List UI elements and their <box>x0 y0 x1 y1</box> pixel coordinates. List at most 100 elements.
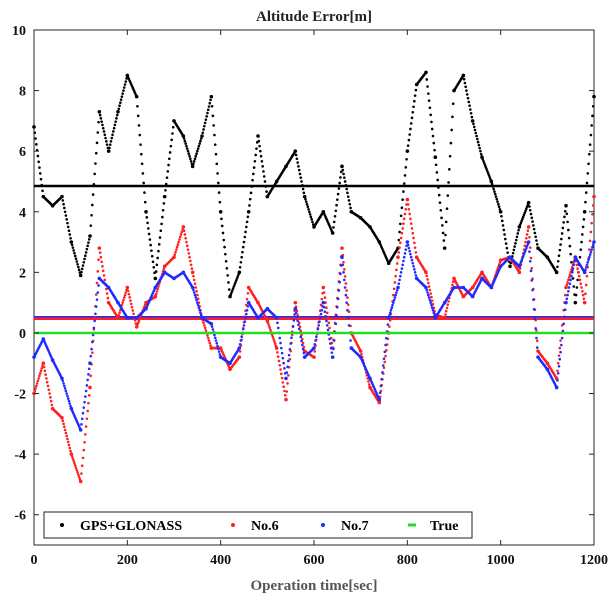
data-point-trail <box>171 125 175 129</box>
data-point-trail <box>306 205 310 209</box>
data-point-trail <box>245 225 248 229</box>
data-point-trail <box>68 446 72 450</box>
data-point-trail <box>73 461 76 465</box>
data-point-trail <box>202 321 205 325</box>
data-point-trail <box>158 236 162 239</box>
data-point-trail <box>186 248 190 251</box>
data-point <box>377 400 382 405</box>
data-point-trail <box>339 170 343 174</box>
data-point-trail <box>295 315 299 319</box>
data-point-trail <box>524 240 527 244</box>
data-point-trail <box>349 206 352 210</box>
data-point-trail <box>346 316 350 320</box>
data-point-trail <box>409 217 412 221</box>
data-point-trail <box>392 293 395 297</box>
data-point-trail <box>302 345 306 349</box>
data-point <box>592 240 596 244</box>
data-point-trail <box>556 361 560 365</box>
data-point-trail <box>291 324 295 328</box>
data-point-trail <box>560 343 563 347</box>
data-point-trail <box>70 455 74 458</box>
data-point-trail <box>67 229 71 232</box>
data-point-trail <box>523 244 527 248</box>
data-point-trail <box>576 267 579 270</box>
data-point-trail <box>560 232 564 235</box>
data-point-trail <box>590 124 593 127</box>
data-point-trail <box>192 291 196 294</box>
data-point-trail <box>49 396 52 399</box>
data-point-trail <box>567 236 571 240</box>
data-point-trail <box>61 419 65 423</box>
data-point-trail <box>38 372 42 375</box>
data-point-trail <box>84 389 88 393</box>
data-point-trail <box>523 250 527 254</box>
data-point-trail <box>462 77 466 81</box>
data-point-trail <box>384 343 387 347</box>
data-point-trail <box>431 134 435 138</box>
data-point-trail <box>199 313 203 317</box>
data-point <box>461 73 466 78</box>
data-point-trail <box>504 237 507 241</box>
data-point-trail <box>204 329 208 332</box>
data-point-trail <box>578 255 582 259</box>
data-point-trail <box>95 141 99 145</box>
data-point-trail <box>106 296 110 300</box>
data-point-trail <box>297 317 300 321</box>
data-point-trail <box>67 443 71 447</box>
data-point-trail <box>99 117 103 120</box>
data-point-trail <box>66 437 69 441</box>
data-point-trail <box>89 374 93 378</box>
data-point-trail <box>273 342 277 345</box>
data-point-trail <box>189 263 193 267</box>
data-point-trail <box>293 313 296 316</box>
data-point-trail <box>97 284 100 287</box>
data-point-trail <box>427 281 430 285</box>
data-point-trail <box>96 131 100 134</box>
data-point-trail <box>343 286 347 289</box>
data-point-trail <box>525 207 528 211</box>
data-point-trail <box>444 309 448 313</box>
y-tick-label: 0 <box>19 327 26 342</box>
x-tick-label: 400 <box>210 553 231 568</box>
data-point-trail <box>467 100 471 104</box>
y-tick-label: 10 <box>12 24 26 39</box>
data-point <box>592 194 596 199</box>
data-point-trail <box>209 98 212 102</box>
data-point-trail <box>344 293 348 297</box>
data-point-trail <box>585 274 589 278</box>
data-point-trail <box>211 328 215 331</box>
data-point-trail <box>324 314 327 318</box>
data-point-trail <box>94 305 98 308</box>
data-point-trail <box>227 281 230 284</box>
data-point-trail <box>91 351 94 354</box>
data-point-trail <box>474 131 478 135</box>
data-point <box>340 246 344 250</box>
data-point-trail <box>493 190 496 193</box>
data-point-trail <box>315 335 318 339</box>
data-point-trail <box>75 260 79 263</box>
data-point-trail <box>203 124 206 128</box>
data-point-trail <box>413 94 417 97</box>
data-point-trail <box>402 222 405 225</box>
data-point-trail <box>218 200 222 204</box>
data-point-trail <box>425 274 429 278</box>
data-point-trail <box>556 379 559 382</box>
data-point-trail <box>281 356 285 360</box>
data-point-trail <box>189 159 193 163</box>
data-point-trail <box>121 92 124 95</box>
data-point <box>358 349 363 353</box>
data-point-trail <box>40 183 44 187</box>
data-point-trail <box>388 325 391 328</box>
data-point-trail <box>388 319 392 322</box>
data-point-trail <box>390 306 394 309</box>
data-point-trail <box>133 319 137 322</box>
data-point <box>330 231 335 235</box>
data-point-trail <box>164 189 167 192</box>
data-point-trail <box>402 182 406 185</box>
data-point-trail <box>428 298 432 302</box>
data-point <box>60 376 64 381</box>
data-point-trail <box>217 181 220 185</box>
data-point <box>554 270 559 275</box>
data-point-trail <box>234 281 237 284</box>
data-point-trail <box>182 137 186 140</box>
